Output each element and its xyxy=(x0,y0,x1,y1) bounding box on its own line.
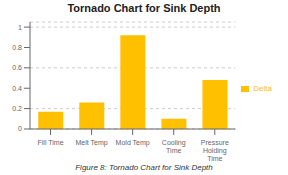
svg-text:0.2: 0.2 xyxy=(12,105,22,112)
html-text:Figure 8: Tornado Chart for Si: Figure 8: Tornado Chart for Sink Depth xyxy=(75,163,213,172)
svg-text:CoolingTime: CoolingTime xyxy=(162,139,186,154)
svg-text:Fill Time: Fill Time xyxy=(38,139,64,146)
html-text:Tornado Chart for Sink Depth: Tornado Chart for Sink Depth xyxy=(67,2,221,14)
svg-text:Mold Temp: Mold Temp xyxy=(116,139,150,147)
svg-text:PressureHoldingTime: PressureHoldingTime xyxy=(201,139,229,161)
svg-text:0.6: 0.6 xyxy=(12,64,22,71)
svg-text:0.4: 0.4 xyxy=(12,85,22,92)
svg-text:Melt Temp: Melt Temp xyxy=(76,139,108,147)
html-text:Delta: Delta xyxy=(253,84,272,93)
svg-text:1: 1 xyxy=(18,24,22,31)
svg-text:0: 0 xyxy=(18,125,22,132)
svg-text:0.8: 0.8 xyxy=(12,44,22,51)
